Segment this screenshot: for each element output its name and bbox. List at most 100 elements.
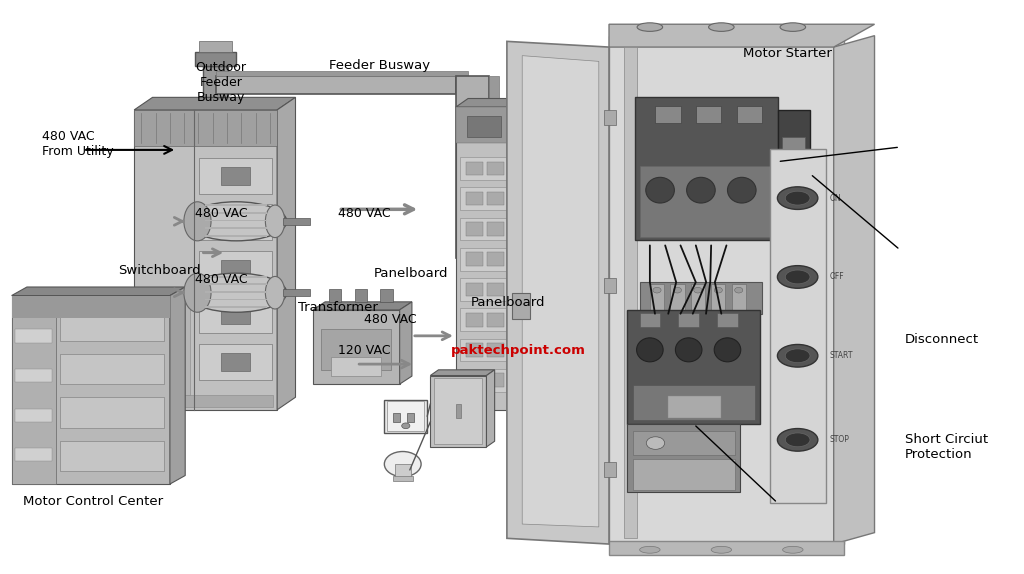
Polygon shape	[512, 99, 524, 410]
Bar	[221, 307, 250, 324]
Bar	[625, 47, 637, 538]
Bar	[466, 253, 483, 266]
Bar	[486, 343, 504, 357]
Bar	[691, 284, 705, 312]
Ellipse shape	[265, 205, 285, 238]
Bar	[221, 214, 250, 231]
Bar	[696, 106, 721, 123]
Text: Panelboard: Panelboard	[471, 296, 546, 309]
Ellipse shape	[727, 177, 756, 203]
Bar	[486, 313, 504, 327]
Bar	[14, 369, 52, 382]
Bar	[322, 329, 391, 370]
Bar	[14, 409, 52, 422]
Text: Motor Starter: Motor Starter	[743, 47, 833, 60]
Bar	[205, 298, 267, 300]
Bar	[60, 311, 164, 341]
Bar	[731, 284, 745, 312]
Bar	[679, 313, 699, 327]
Bar	[486, 282, 504, 296]
Bar	[467, 116, 501, 137]
Bar	[460, 369, 508, 391]
Bar	[782, 137, 805, 192]
Ellipse shape	[640, 546, 660, 553]
Bar	[11, 296, 170, 318]
Bar	[466, 313, 483, 327]
Bar	[456, 107, 512, 144]
Text: Transformer: Transformer	[298, 301, 378, 315]
Bar	[512, 293, 530, 319]
Bar	[199, 41, 232, 52]
Polygon shape	[834, 36, 874, 544]
Bar	[205, 227, 267, 229]
Polygon shape	[486, 370, 495, 447]
Bar	[633, 385, 755, 420]
Polygon shape	[609, 24, 874, 47]
Bar	[205, 276, 267, 277]
Bar	[200, 251, 272, 287]
Ellipse shape	[782, 546, 803, 553]
Bar	[407, 413, 414, 422]
Bar	[604, 463, 616, 476]
Bar	[205, 235, 267, 236]
Bar	[460, 278, 508, 301]
Ellipse shape	[694, 288, 701, 293]
Bar	[200, 204, 272, 241]
Text: 480 VAC
From Utility: 480 VAC From Utility	[42, 130, 114, 158]
Ellipse shape	[646, 437, 665, 449]
Bar	[205, 220, 267, 222]
Text: Outdoor
Feeder
Busway: Outdoor Feeder Busway	[196, 61, 247, 104]
Bar	[331, 357, 381, 375]
Ellipse shape	[714, 288, 722, 293]
Bar	[640, 313, 660, 327]
Text: 480 VAC: 480 VAC	[196, 273, 248, 286]
Bar	[650, 284, 665, 312]
Polygon shape	[507, 41, 609, 544]
Polygon shape	[456, 99, 524, 107]
Ellipse shape	[184, 202, 211, 241]
Bar	[640, 282, 762, 314]
Ellipse shape	[384, 452, 421, 476]
Ellipse shape	[777, 266, 818, 288]
Polygon shape	[399, 302, 412, 384]
Bar	[60, 354, 164, 384]
Bar	[200, 344, 272, 380]
Ellipse shape	[714, 338, 740, 362]
Bar	[14, 329, 52, 343]
Bar	[488, 76, 499, 253]
Ellipse shape	[646, 177, 675, 203]
Bar	[609, 541, 844, 556]
Bar	[156, 329, 173, 350]
Bar	[460, 339, 508, 362]
Bar	[466, 222, 483, 236]
Bar	[456, 404, 461, 418]
Ellipse shape	[674, 288, 682, 293]
Bar	[609, 36, 844, 544]
Bar	[134, 110, 278, 146]
Bar	[460, 157, 508, 180]
Text: Motor Control Center: Motor Control Center	[24, 495, 164, 509]
Ellipse shape	[777, 344, 818, 367]
Bar	[60, 441, 164, 471]
Bar	[460, 248, 508, 270]
Bar	[717, 313, 737, 327]
Ellipse shape	[637, 23, 663, 32]
Bar	[466, 161, 483, 175]
Polygon shape	[522, 56, 599, 527]
Ellipse shape	[785, 270, 810, 284]
Bar	[205, 204, 267, 206]
Bar	[392, 475, 413, 481]
Text: STOP: STOP	[829, 435, 850, 444]
Ellipse shape	[777, 429, 818, 451]
Bar	[460, 218, 508, 241]
Bar	[394, 464, 411, 478]
Bar	[777, 110, 810, 293]
Bar	[772, 234, 815, 256]
Bar	[628, 424, 739, 492]
Ellipse shape	[785, 433, 810, 447]
Ellipse shape	[780, 23, 806, 32]
Bar	[635, 98, 777, 240]
Text: Switchboard: Switchboard	[119, 264, 201, 277]
Bar	[354, 289, 367, 302]
Bar	[392, 413, 399, 422]
